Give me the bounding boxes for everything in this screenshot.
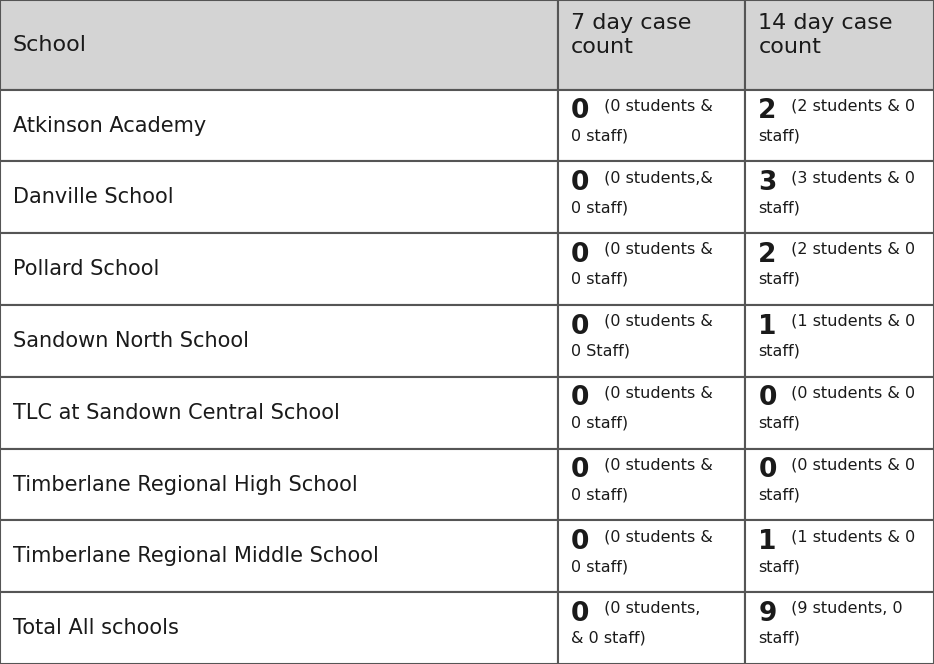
Bar: [0, 376, 558, 449]
Text: 14 day case
count: 14 day case count: [758, 13, 893, 57]
Bar: [745, 521, 934, 592]
Bar: [745, 161, 934, 233]
Text: 3: 3: [758, 170, 777, 196]
Text: (0 students &: (0 students &: [599, 457, 713, 472]
Bar: [0, 90, 558, 161]
Text: 0: 0: [571, 529, 589, 555]
Text: & 0 staff): & 0 staff): [571, 631, 645, 646]
Bar: [745, 449, 934, 521]
Text: 0: 0: [571, 385, 589, 412]
Bar: [0, 0, 558, 90]
Bar: [0, 521, 558, 592]
Bar: [558, 305, 745, 376]
Bar: [745, 90, 934, 161]
Text: staff): staff): [758, 272, 800, 287]
Text: Atkinson Academy: Atkinson Academy: [13, 116, 206, 135]
Bar: [558, 161, 745, 233]
Bar: [0, 233, 558, 305]
Text: 1: 1: [758, 529, 777, 555]
Text: (0 students &: (0 students &: [599, 98, 713, 114]
Text: 7 day case
count: 7 day case count: [571, 13, 691, 57]
Text: 0: 0: [571, 98, 589, 124]
Text: Total All schools: Total All schools: [13, 618, 179, 638]
Bar: [558, 0, 745, 90]
Bar: [745, 376, 934, 449]
Text: 2: 2: [758, 98, 777, 124]
Bar: [745, 592, 934, 664]
Bar: [558, 521, 745, 592]
Text: 2: 2: [758, 242, 777, 268]
Bar: [0, 592, 558, 664]
Text: (9 students, 0: (9 students, 0: [786, 601, 903, 616]
Text: (2 students & 0: (2 students & 0: [786, 98, 915, 114]
Text: 0 staff): 0 staff): [571, 487, 628, 503]
Bar: [745, 233, 934, 305]
Text: staff): staff): [758, 128, 800, 143]
Text: 0: 0: [571, 242, 589, 268]
Text: (0 students & 0: (0 students & 0: [786, 385, 915, 400]
Bar: [745, 0, 934, 90]
Text: (0 students & 0: (0 students & 0: [786, 457, 915, 472]
Bar: [558, 233, 745, 305]
Text: Danville School: Danville School: [13, 187, 174, 207]
Text: 0: 0: [758, 385, 777, 412]
Bar: [558, 592, 745, 664]
Text: (0 students,: (0 students,: [599, 601, 700, 616]
Text: (2 students & 0: (2 students & 0: [786, 242, 915, 257]
Text: 0 staff): 0 staff): [571, 559, 628, 574]
Text: 1: 1: [758, 313, 777, 340]
Text: (3 students & 0: (3 students & 0: [786, 170, 915, 185]
Text: School: School: [13, 35, 87, 55]
Text: staff): staff): [758, 487, 800, 503]
Text: staff): staff): [758, 416, 800, 430]
Text: 0 staff): 0 staff): [571, 201, 628, 215]
Text: (0 students,&: (0 students,&: [599, 170, 713, 185]
Text: (0 students &: (0 students &: [599, 313, 713, 329]
Text: Timberlane Regional High School: Timberlane Regional High School: [13, 475, 358, 495]
Text: Pollard School: Pollard School: [13, 259, 160, 279]
Bar: [0, 305, 558, 376]
Text: 0 staff): 0 staff): [571, 128, 628, 143]
Text: Sandown North School: Sandown North School: [13, 331, 249, 351]
Bar: [558, 449, 745, 521]
Text: 9: 9: [758, 601, 777, 627]
Text: 0: 0: [758, 457, 777, 483]
Text: staff): staff): [758, 201, 800, 215]
Bar: [558, 90, 745, 161]
Text: 0 Staff): 0 Staff): [571, 344, 630, 359]
Text: (1 students & 0: (1 students & 0: [786, 529, 915, 544]
Bar: [558, 376, 745, 449]
Text: TLC at Sandown Central School: TLC at Sandown Central School: [13, 403, 340, 423]
Text: (0 students &: (0 students &: [599, 385, 713, 400]
Text: staff): staff): [758, 344, 800, 359]
Text: 0 staff): 0 staff): [571, 272, 628, 287]
Bar: [745, 305, 934, 376]
Text: 0: 0: [571, 313, 589, 340]
Text: (0 students &: (0 students &: [599, 242, 713, 257]
Text: Timberlane Regional Middle School: Timberlane Regional Middle School: [13, 546, 379, 566]
Bar: [0, 449, 558, 521]
Text: (0 students &: (0 students &: [599, 529, 713, 544]
Text: 0 staff): 0 staff): [571, 416, 628, 430]
Text: 0: 0: [571, 170, 589, 196]
Text: staff): staff): [758, 631, 800, 646]
Text: 0: 0: [571, 457, 589, 483]
Text: 0: 0: [571, 601, 589, 627]
Bar: [0, 161, 558, 233]
Text: (1 students & 0: (1 students & 0: [786, 313, 915, 329]
Text: staff): staff): [758, 559, 800, 574]
